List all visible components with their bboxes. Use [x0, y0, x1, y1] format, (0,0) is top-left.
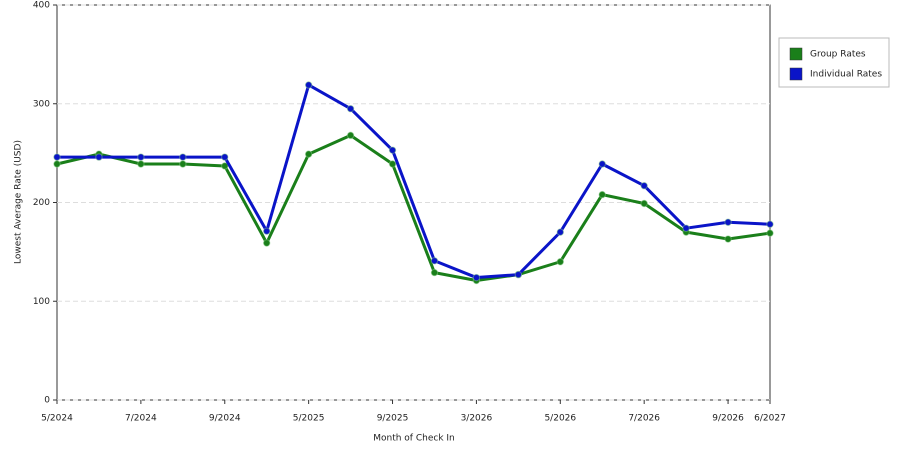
x-tick-label: 7/2024 — [125, 414, 157, 424]
legend-label: Group Rates — [810, 50, 866, 60]
point — [388, 146, 397, 154]
x-tick-label: 3/2026 — [461, 414, 493, 424]
point — [221, 153, 229, 161]
point — [346, 104, 355, 113]
point — [556, 228, 564, 236]
point — [598, 190, 606, 199]
point — [179, 153, 187, 161]
point — [388, 160, 397, 168]
point — [53, 153, 61, 161]
point — [263, 239, 271, 247]
point — [53, 160, 61, 168]
y-tick-label: 100 — [33, 297, 50, 307]
y-tick-label: 400 — [33, 1, 50, 11]
x-tick-label: 5/2025 — [293, 414, 325, 424]
point — [640, 182, 648, 190]
point — [724, 218, 732, 226]
point — [304, 81, 313, 89]
x-tick-label: 9/2024 — [209, 414, 241, 424]
legend-swatch — [789, 67, 803, 81]
y-tick-label: 200 — [33, 198, 50, 208]
point — [598, 160, 606, 168]
series-line — [56, 133, 771, 283]
point — [137, 153, 145, 161]
x-tick-label: 7/2026 — [628, 414, 660, 424]
x-tick-label: 9/2026 — [712, 414, 744, 424]
point — [640, 199, 648, 208]
point — [514, 270, 523, 279]
x-tick-label: 6/2027 — [754, 414, 786, 424]
y-axis-title: Lowest Average Rate (USD) — [14, 140, 24, 264]
point — [472, 273, 481, 282]
point — [263, 227, 271, 235]
y-tick-label: 0 — [44, 396, 50, 406]
legend-label: Individual Rates — [810, 70, 882, 80]
legend-swatch — [789, 47, 803, 61]
point — [430, 268, 439, 277]
x-tick-label: 9/2025 — [377, 414, 409, 424]
point — [766, 220, 774, 228]
y-tick-label: 300 — [33, 99, 50, 109]
point — [304, 150, 313, 158]
point — [137, 160, 145, 168]
x-tick-label: 5/2026 — [544, 414, 576, 424]
point — [179, 160, 187, 168]
point — [682, 224, 690, 232]
point — [766, 229, 774, 237]
point — [346, 131, 355, 140]
point — [95, 153, 103, 161]
point — [221, 162, 229, 170]
point — [556, 258, 564, 266]
point — [430, 257, 439, 265]
x-axis-title: Month of Check In — [373, 434, 455, 444]
x-tick-label: 5/2024 — [41, 414, 73, 424]
point — [724, 235, 732, 243]
series-line — [57, 83, 771, 280]
